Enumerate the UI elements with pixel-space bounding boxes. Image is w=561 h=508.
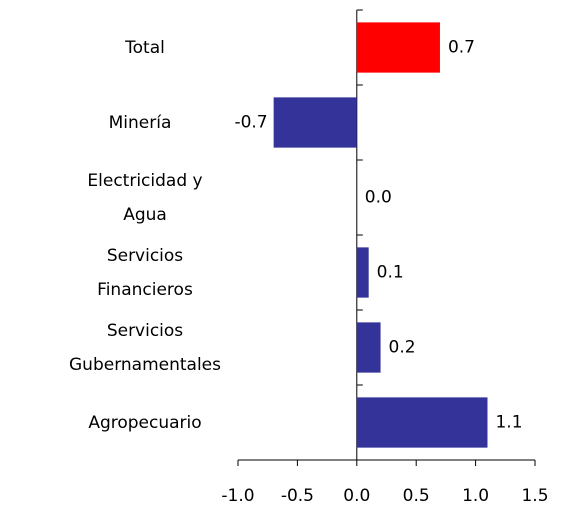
value-label: 0.1 bbox=[377, 263, 404, 283]
x-tick-label: 0.0 bbox=[343, 486, 370, 506]
bar bbox=[273, 97, 357, 148]
x-tick-label: 1.5 bbox=[521, 486, 548, 506]
bar bbox=[356, 22, 440, 73]
x-tick-label: 1.0 bbox=[462, 486, 489, 506]
value-label: 0.7 bbox=[448, 38, 475, 58]
y-tick-label: Electricidad y Agua bbox=[87, 170, 203, 225]
value-label: -0.7 bbox=[234, 113, 267, 133]
y-tick-label: Agropecuario bbox=[88, 412, 202, 433]
value-label: 1.1 bbox=[495, 413, 522, 433]
y-tick-label: Total bbox=[125, 37, 165, 58]
x-tick-label: -1.0 bbox=[221, 486, 254, 506]
y-tick-label: Minería bbox=[108, 112, 172, 133]
y-tick-label: Servicios Financieros bbox=[97, 245, 193, 300]
x-tick-label: -0.5 bbox=[281, 486, 314, 506]
y-tick-label: Servicios Gubernamentales bbox=[69, 320, 221, 375]
value-label: 0.2 bbox=[389, 338, 416, 358]
bar bbox=[356, 322, 381, 373]
value-label: 0.0 bbox=[365, 188, 392, 208]
bar bbox=[356, 397, 488, 448]
x-tick-label: 0.5 bbox=[403, 486, 430, 506]
bar bbox=[356, 247, 369, 298]
